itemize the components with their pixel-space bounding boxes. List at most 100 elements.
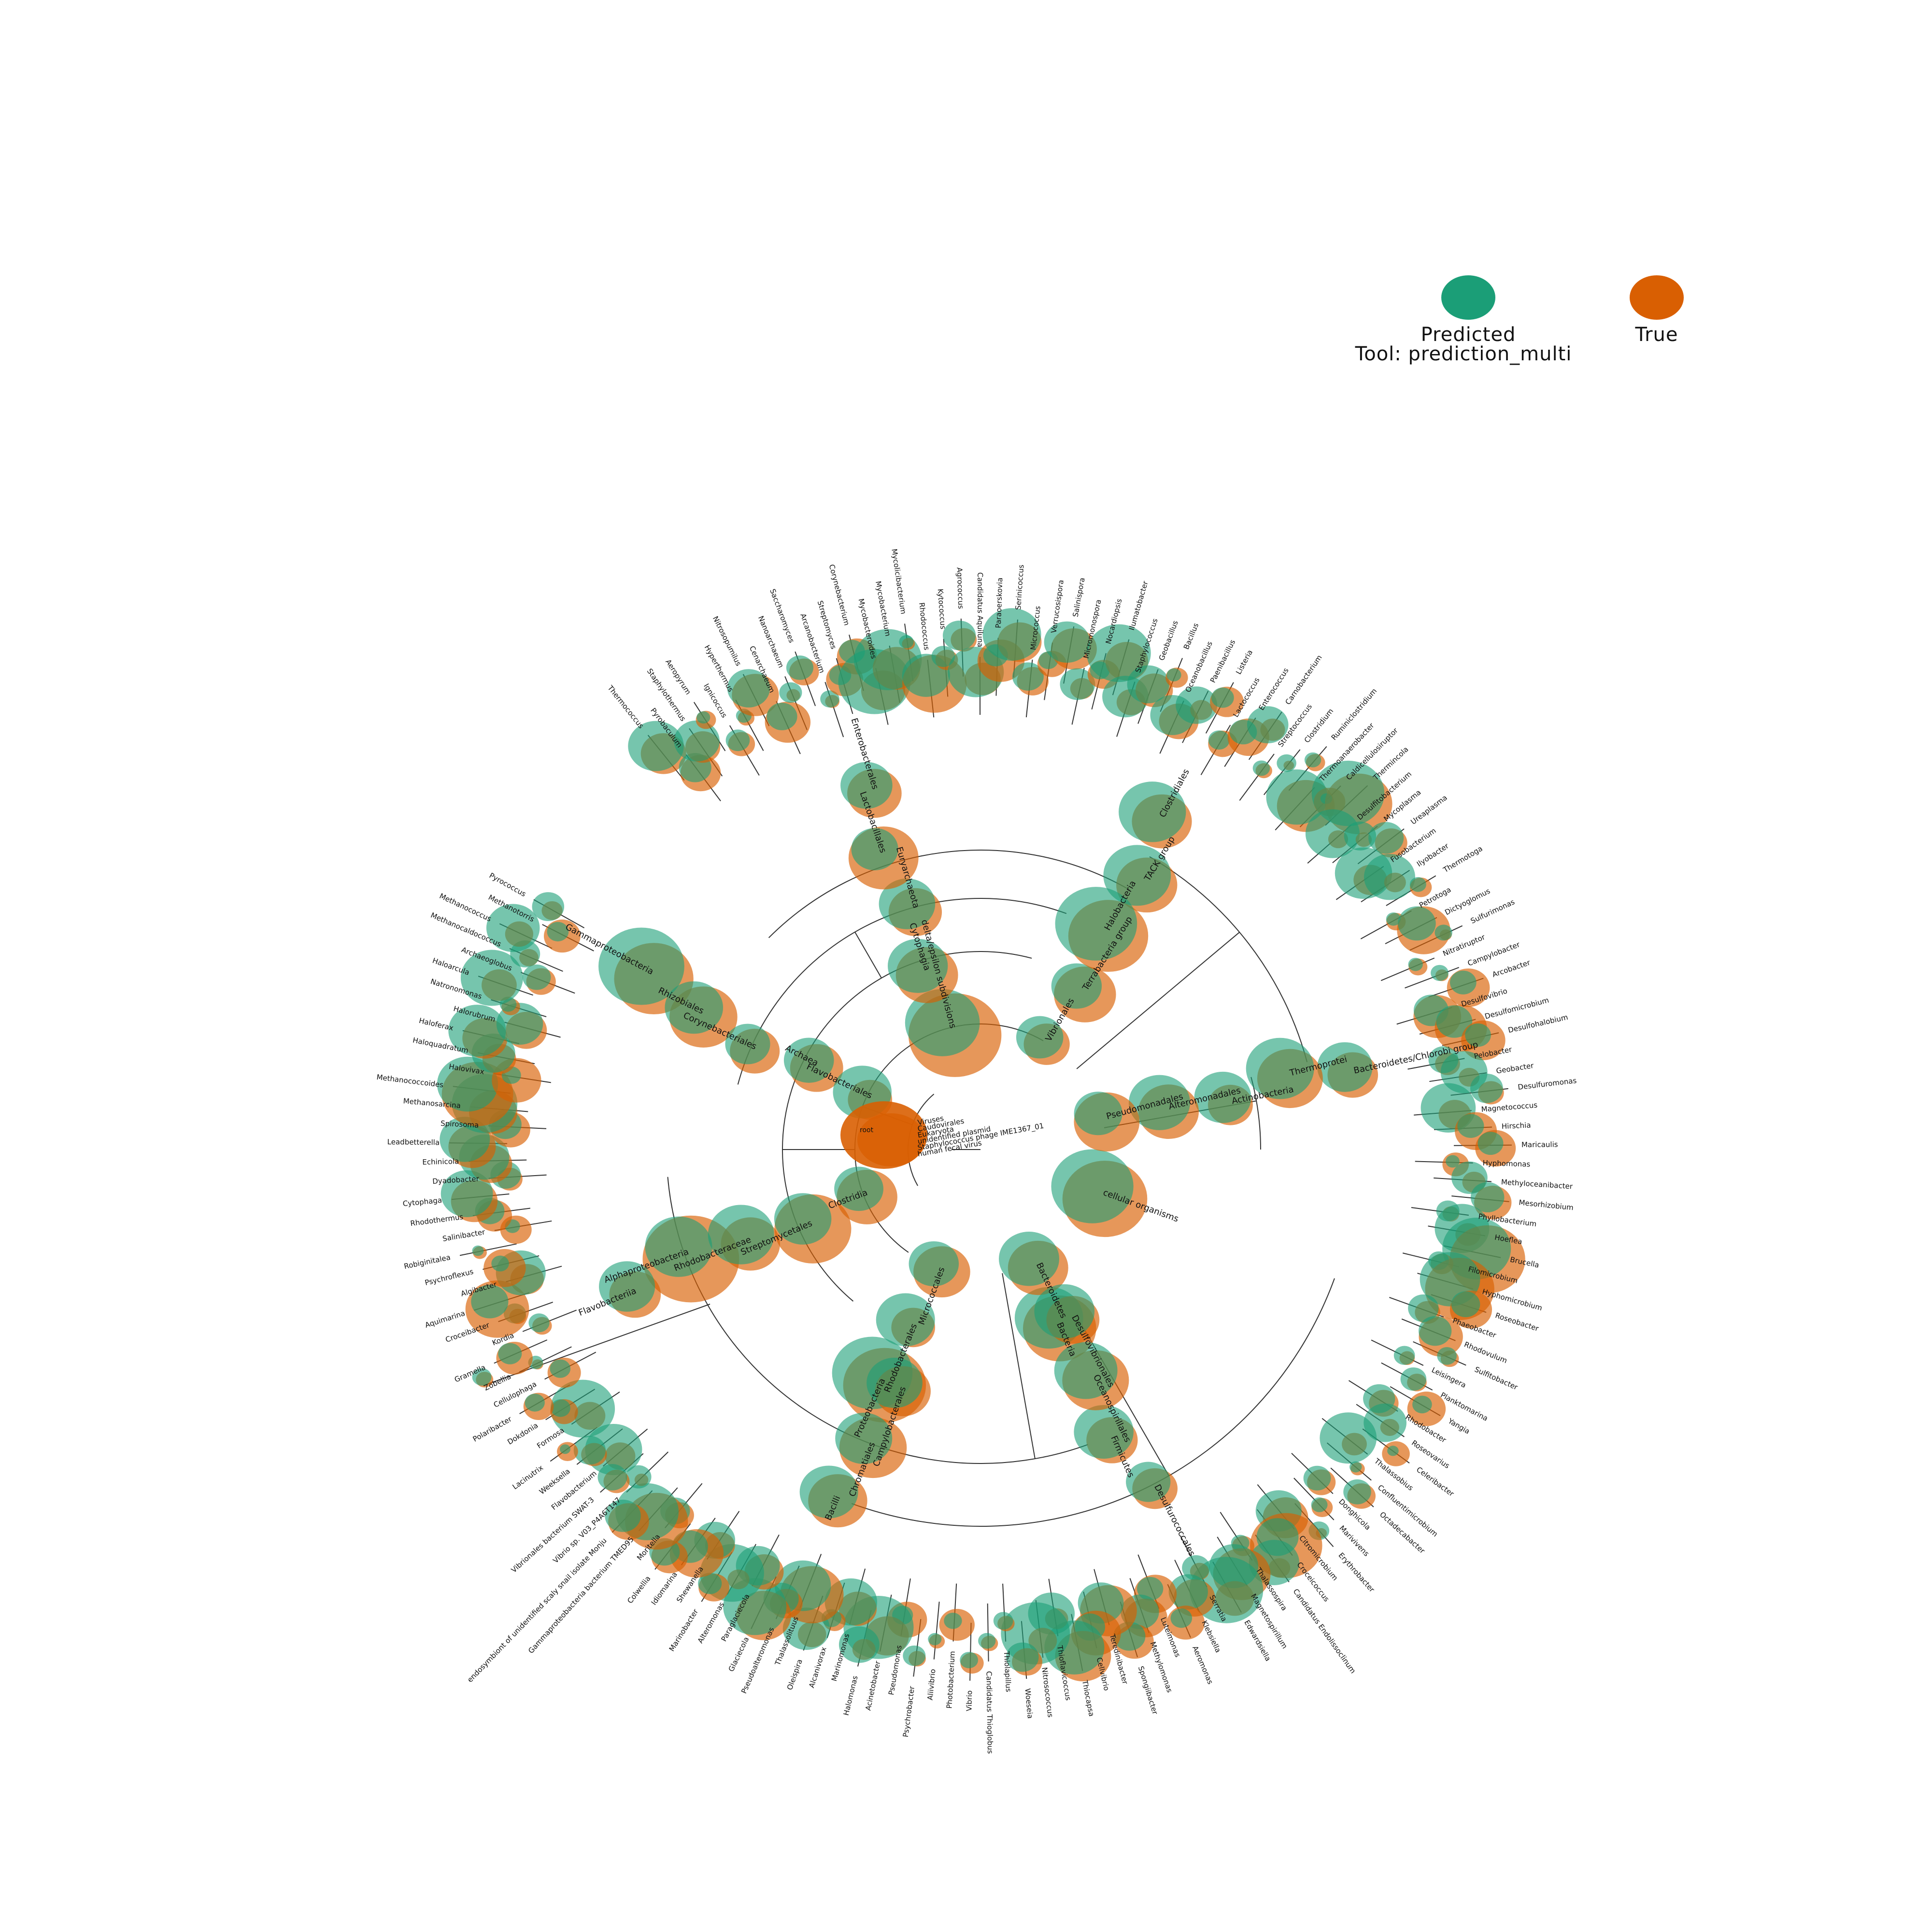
predicted-bubble [528,1313,550,1333]
leaf-bubbles [1044,621,1097,670]
predicted-bubble [1418,1316,1452,1346]
predicted-bubble [1277,754,1296,772]
predicted-bubble [1409,877,1426,892]
internal-node-bubbles [1126,1462,1178,1509]
predicted-bubble [876,1293,935,1347]
predicted-bubble [1246,1037,1314,1099]
leaf-label: Kytococcus [936,588,948,629]
predicted-bubble [1305,809,1360,858]
branch-line [1002,1273,1036,1459]
predicted-bubble [597,1464,627,1491]
predicted-bubble [440,1170,493,1217]
predicted-bubble [1349,1461,1362,1473]
leaf-bubbles [982,608,1042,662]
predicted-bubble [1477,1132,1504,1155]
legend-predicted: Predicted [1420,275,1517,346]
leaf-label: Haloferax [418,1016,455,1033]
leaf-label: Aquimarina [424,1309,466,1330]
leaf-bubbles [1006,1642,1043,1676]
leaf-bubbles [960,1651,984,1674]
leaf-bubbles [1437,1347,1459,1367]
leaf-bubbles [1311,1497,1333,1518]
leaf-label: Rhodovulum [1463,1340,1508,1365]
leaf-label: Roseovarius [1410,1438,1451,1470]
leaf-label: Carnobacterium [1283,653,1323,707]
internal-node-bubbles [887,938,958,1003]
predicted-bubble [1086,624,1151,682]
leaf-bubbles [544,919,581,953]
internal-node-bubbles [834,1166,897,1224]
leaf-label: Paraoerskovia [994,577,1005,628]
leaf-label: Dyadobacter [432,1174,480,1186]
leaf-bubbles [1247,706,1289,744]
predicted-bubble [628,721,684,771]
leaf-label: Vibrio [965,1690,974,1711]
leaf-bubbles [1449,1291,1492,1329]
predicted-bubble [944,1612,962,1629]
predicted-bubble [779,682,802,703]
leaf-label: Geobacillus [1157,619,1180,662]
branch-line [854,932,882,979]
leaf-label: Acinetobacter [864,1660,882,1711]
leaf-label: Serinicoccus [1014,564,1026,610]
leaf-bubbles [547,1357,581,1388]
leaf-bubbles [1176,686,1218,724]
predicted-bubble [1060,668,1095,700]
leaf-label: Methyloceanibacter [1501,1178,1573,1191]
leaf-bubbles [1060,668,1095,700]
predicted-bubble [471,1285,509,1319]
predicted-bubble [1006,1642,1039,1672]
predicted-bubble [725,1023,770,1065]
internal-node-bubbles [876,1293,936,1348]
predicted-bubble [1055,887,1137,961]
predicted-bubble [486,904,540,952]
predicted-bubble [1387,1446,1399,1456]
leaf-label: Psychroflexus [424,1267,474,1287]
internal-node-bubbles [1194,1071,1253,1125]
predicted-bubble [835,1412,893,1464]
leaf-bubbles [465,1280,529,1338]
leaf-label: Methanococcoides [376,1073,444,1089]
predicted-bubble [1119,781,1186,842]
predicted-bubble [1127,665,1170,704]
predicted-bubble [786,655,814,680]
leaf-bubbles [1305,809,1360,858]
predicted-swatch-icon [1441,275,1495,320]
legend: Predicted True Tool: prediction_multi [1333,275,1719,372]
leaf-bubbles [1320,1412,1377,1464]
predicted-bubble [774,1193,832,1245]
predicted-bubble [942,620,976,651]
leaf-bubbles [1408,958,1428,976]
predicted-bubble [978,1633,996,1649]
predicted-bubble [840,762,893,809]
internal-node-bubbles [848,826,919,890]
predicted-bubble [605,1499,641,1532]
leaf-label: Woeseia [1023,1688,1035,1719]
leaf-bubbles [779,682,802,703]
predicted-bubble [820,690,839,708]
leaf-label: Robiginitalea [403,1253,451,1271]
leaf-bubbles [1447,968,1490,1007]
leaf-bubbles [723,1578,791,1640]
leaf-label: Arcobacter [1491,958,1532,979]
predicted-bubble [491,1255,509,1272]
leaf-bubbles [448,1005,508,1059]
internal-node-bubbles [1054,1342,1129,1410]
predicted-bubble [1170,1608,1193,1628]
leaf-bubbles [765,701,811,743]
leaf-label: Marinobacter [668,1607,700,1653]
predicted-bubble [1431,965,1449,981]
branch-line [1405,966,1460,989]
leaf-bubbles [1277,754,1296,772]
branch-arc [768,849,1131,938]
predicted-bubble [1166,668,1181,682]
leaf-label: Spirosoma [440,1119,479,1130]
predicted-bubble [1137,1577,1164,1601]
leaf-label: Candidatus Aquiluna [976,572,984,647]
predicted-bubble [522,964,551,990]
leaf-label: Colwellia [625,1574,652,1605]
predicted-bubble [448,1005,506,1057]
internal-node-bubbles [835,1412,907,1478]
internal-node-bubbles [774,1193,852,1264]
leaf-bubbles [557,1442,578,1461]
